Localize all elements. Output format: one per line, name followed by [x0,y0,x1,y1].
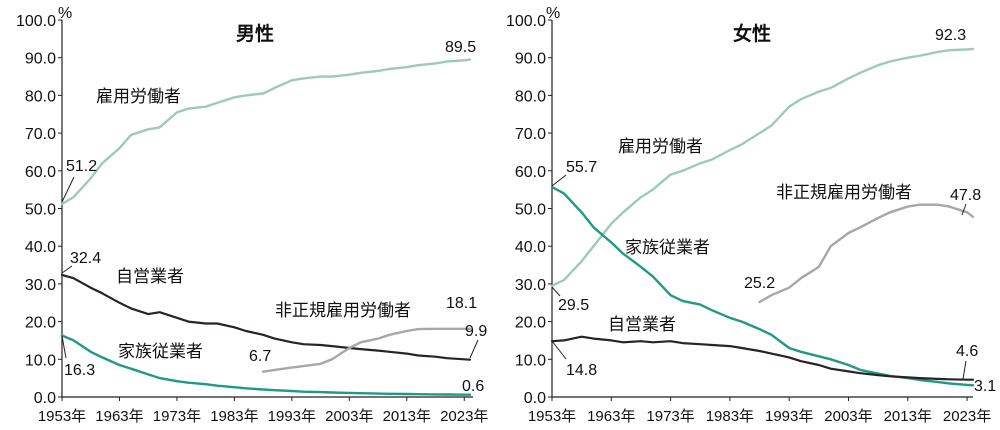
male-y-unit: % [58,5,72,22]
male-x-tick-label: 1953年 [38,408,86,425]
female-y-tick-label: 50.0 [515,202,546,219]
male-family-end-value: 0.6 [462,378,484,395]
male-self-employed-end-value: 9.9 [465,323,487,340]
male-x-ticks: 1953年 1963年 1973年 1983年 1993年 2003年 2013年 2023年 [38,397,488,425]
female-chart-panel: 女性 % 0.0 10.0 20.0 30.0 40.0 50.0 60.0 70.0 80.0… [506,5,996,425]
female-x-tick-label: 1973年 [646,408,694,425]
male-employee-start-leader [61,176,75,203]
male-employee-end-value: 89.5 [445,39,476,56]
female-self-employed-start-value: 14.8 [566,362,597,379]
female-x-tick-label: 2013年 [884,408,932,425]
female-y-tick-label: 60.0 [515,164,546,181]
female-y-tick-label: 100.0 [506,13,546,30]
male-x-tick-label: 2003年 [325,408,373,425]
female-non-regular-line [758,203,975,304]
female-x-tick-label: 1963年 [587,408,635,425]
female-chart-title: 女性 [733,22,771,45]
male-y-tick-label: 70.0 [25,126,56,143]
female-x-ticks: 1953年 1963年 1973年 1983年 1993年 2003年 2013年 2023年 [528,397,991,425]
male-non-regular-start-value: 6.7 [249,348,271,365]
male-y-tick-label: 10.0 [25,352,56,369]
male-y-tick-label: 0.0 [34,390,56,407]
female-y-tick-label: 0.0 [524,390,546,407]
female-family-start-value: 55.7 [566,159,597,176]
female-x-tick-label: 1983年 [706,408,754,425]
male-non-regular-label: 非正規雇用労働者 [275,301,411,320]
female-y-tick-label: 20.0 [515,315,546,332]
male-x-tick-label: 1963年 [95,408,143,425]
female-x-tick-label: 2003年 [824,408,872,425]
male-y-tick-label: 100.0 [16,13,56,30]
male-employee-label: 雇用労働者 [96,87,181,106]
female-employee-start-value: 29.5 [558,297,589,314]
female-self-employed-end-leader [962,360,967,380]
male-x-tick-label: 1983年 [210,408,258,425]
male-family-line [60,334,472,396]
male-y-tick-label: 90.0 [25,51,56,68]
male-chart-panel: 男性 % 0.0 10.0 20.0 30.0 40.0 50.0 60.0 70.0 80.0… [16,5,488,425]
male-family-start-leader [61,335,67,359]
female-family-label: 家族従業者 [625,238,710,257]
female-y-tick-label: 80.0 [515,88,546,105]
male-y-tick-label: 60.0 [25,164,56,181]
male-y-tick-label: 30.0 [25,277,56,294]
female-employee-start-leader [551,286,561,297]
female-family-end-value: 3.1 [974,378,996,395]
male-non-regular-end-value: 18.1 [446,295,477,312]
male-self-employed-end-leader [469,339,479,359]
female-employee-label: 雇用労働者 [618,137,703,156]
male-chart-title: 男性 [236,22,274,45]
male-y-tick-label: 20.0 [25,315,56,332]
female-self-employed-line [550,335,975,381]
female-y-tick-label: 40.0 [515,239,546,256]
male-self-employed-start-leader [61,265,73,274]
female-self-employed-label: 自営業者 [608,315,676,334]
female-non-regular-label: 非正規雇用労働者 [776,183,912,202]
female-series [550,47,975,387]
male-self-employed-label: 自営業者 [116,267,184,286]
female-y-ticks: 0.0 10.0 20.0 30.0 40.0 50.0 60.0 70.0 80.0 90.0 1… [506,13,552,407]
female-employee-line [550,47,975,287]
male-employee-start-value: 51.2 [66,158,97,175]
male-x-tick-label: 2013年 [383,408,431,425]
male-self-employed-line [60,273,472,361]
male-y-tick-label: 50.0 [25,202,56,219]
female-x-tick-label: 1993年 [765,408,813,425]
male-series [60,58,472,396]
male-y-tick-label: 80.0 [25,88,56,105]
female-non-regular-end-leader [961,203,967,216]
male-y-tick-label: 40.0 [25,239,56,256]
female-y-tick-label: 90.0 [515,51,546,68]
female-self-employed-end-value: 4.6 [956,343,978,360]
female-y-tick-label: 70.0 [515,126,546,143]
female-x-tick-label: 2023年 [943,408,991,425]
male-employee-line [60,58,472,206]
female-employee-end-value: 92.3 [935,27,966,44]
male-family-start-value: 16.3 [64,362,95,379]
male-x-tick-label: 1993年 [268,408,316,425]
male-self-employed-start-value: 32.4 [70,250,101,267]
male-x-tick-label: 1973年 [153,408,201,425]
female-x-tick-label: 1953年 [528,408,576,425]
female-self-employed-start-leader [551,340,567,360]
male-y-ticks: 0.0 10.0 20.0 30.0 40.0 50.0 60.0 70.0 80.0 90.0 1… [16,13,62,407]
female-y-tick-label: 30.0 [515,277,546,294]
female-y-tick-label: 10.0 [515,352,546,369]
male-x-tick-label: 2023年 [440,408,488,425]
female-y-unit: % [546,5,560,22]
female-family-start-leader [551,174,567,187]
male-non-regular-line [261,327,472,373]
female-non-regular-start-value: 25.2 [744,275,775,292]
female-non-regular-end-value: 47.8 [950,187,981,204]
male-family-label: 家族従業者 [118,342,203,361]
